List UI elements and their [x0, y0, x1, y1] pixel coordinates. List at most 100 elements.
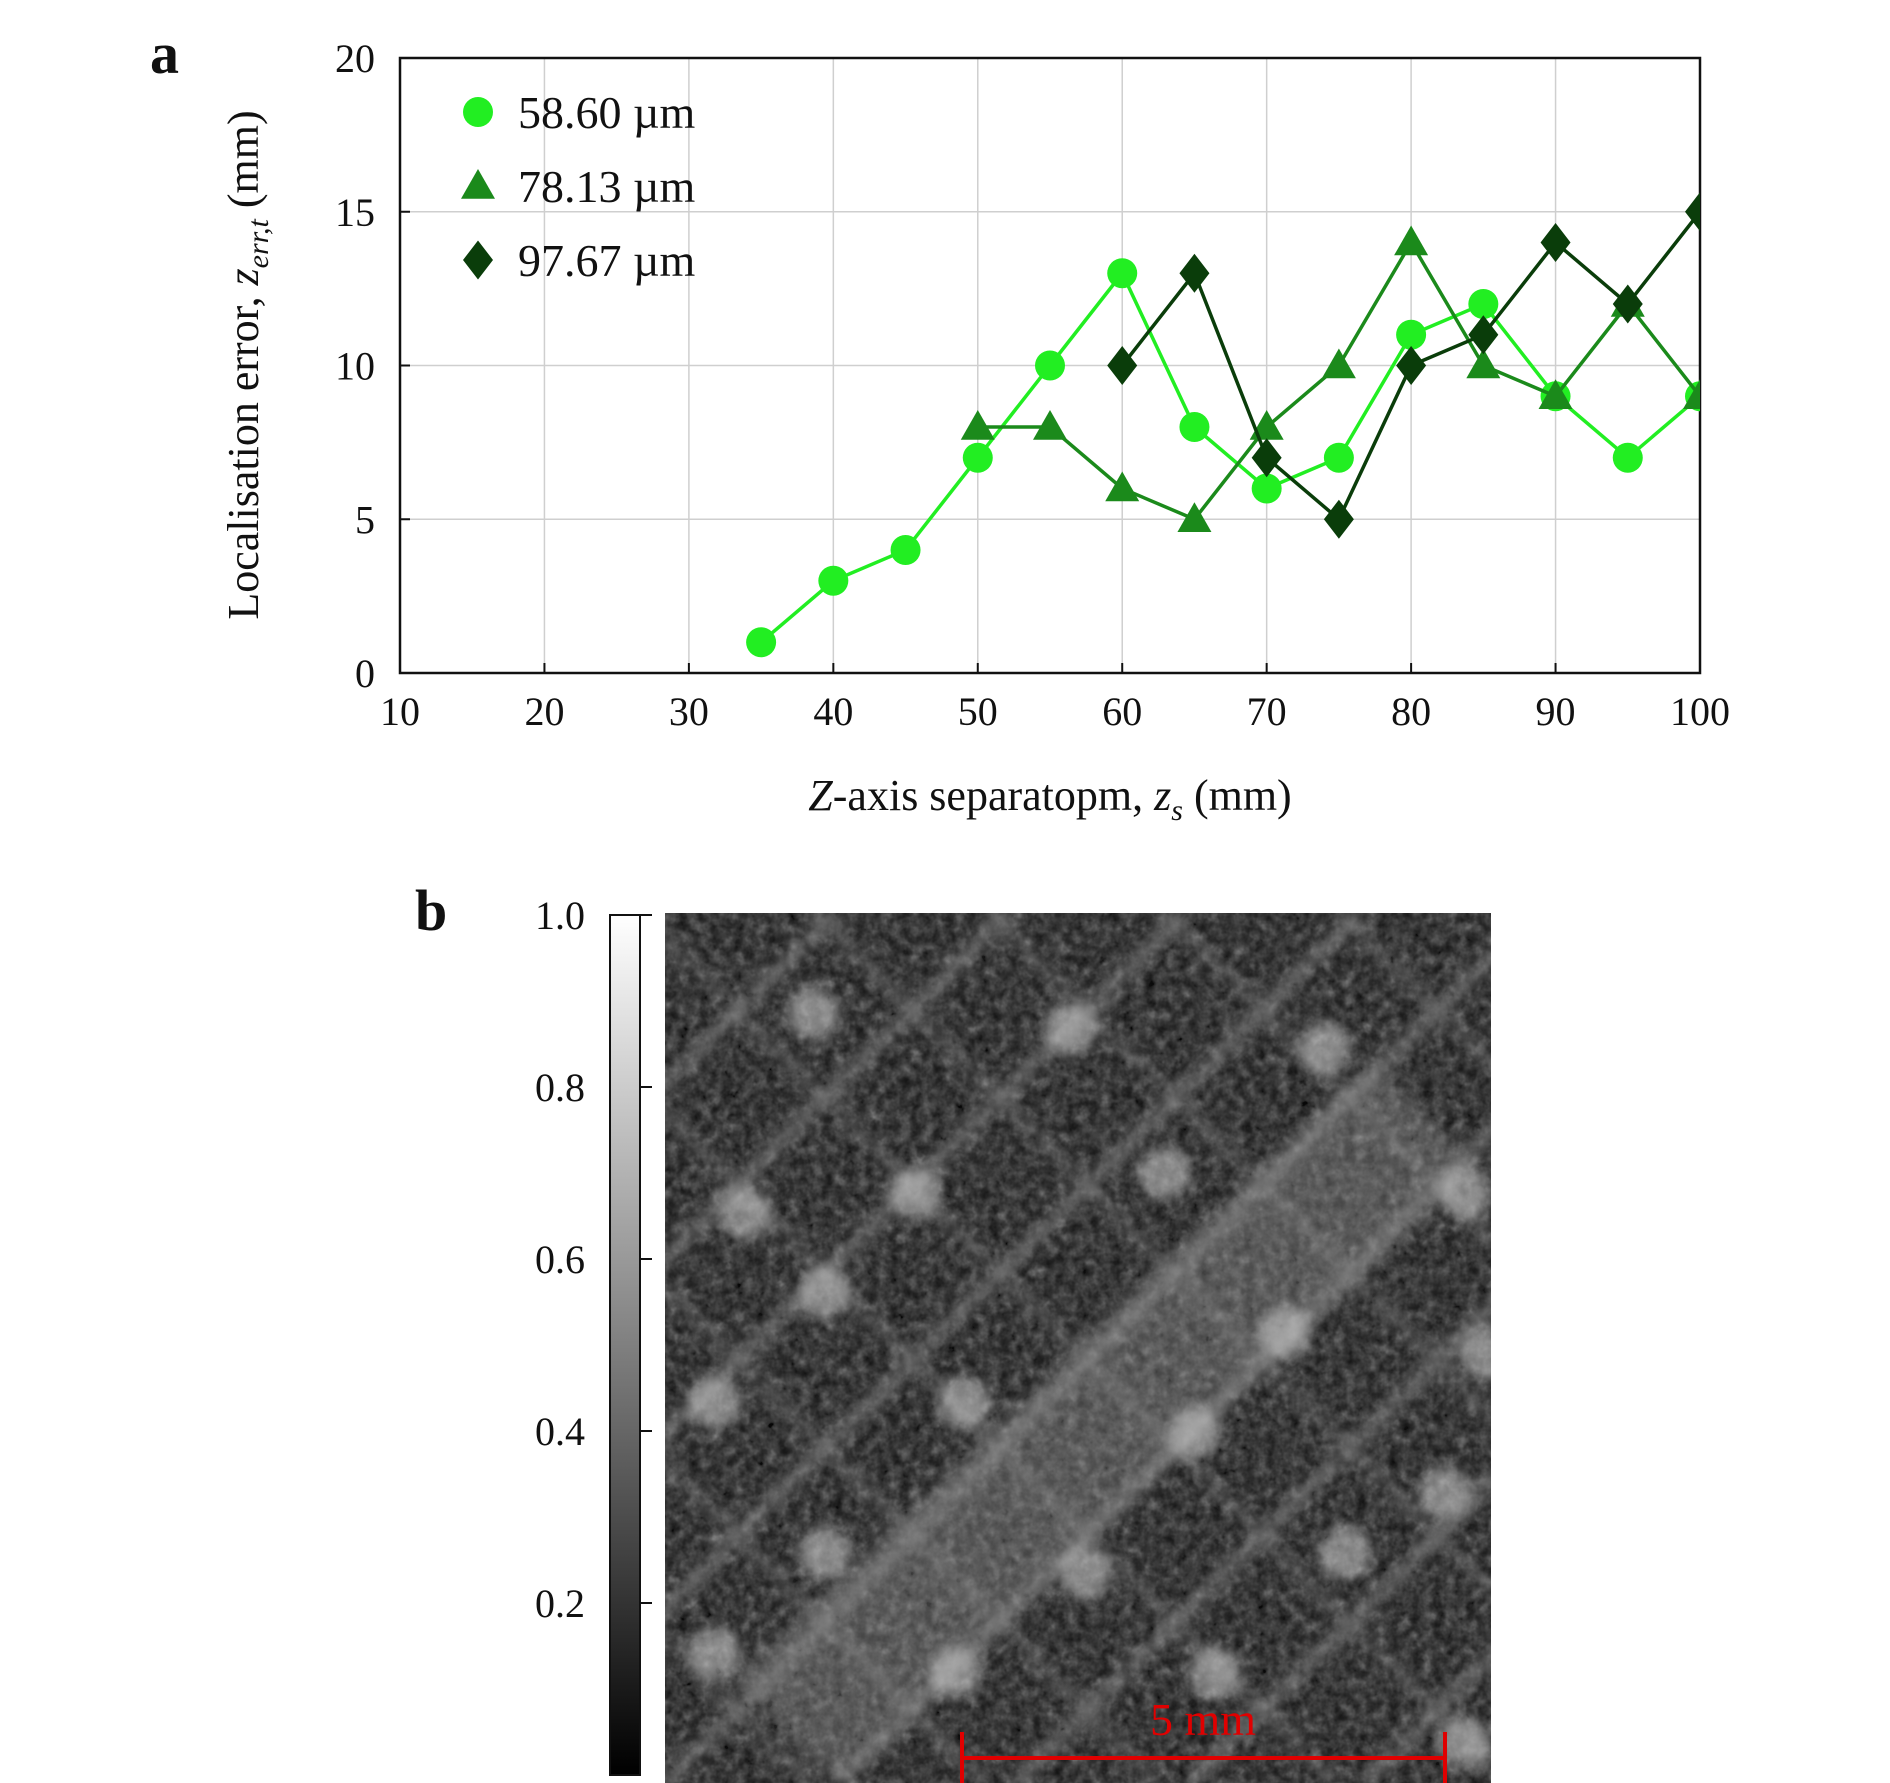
heatmap-ridge — [665, 913, 840, 1093]
legend-label: 78.13 µm — [518, 161, 696, 212]
series-1-point — [1396, 319, 1427, 350]
series-2-point — [1394, 225, 1429, 256]
legend-item: 97.67 µm — [463, 235, 696, 286]
heatmap-ridge — [1865, 913, 1890, 1783]
x-tick-label: 70 — [1247, 689, 1287, 734]
series-3-point — [1179, 253, 1210, 293]
series-2 — [960, 225, 1700, 532]
series-1-point — [1251, 473, 1282, 504]
heatmap-ridge — [665, 913, 1190, 1443]
x-tick-label: 10 — [380, 689, 420, 734]
heatmap-ridge — [0, 913, 460, 1783]
heatmap-ridge — [0, 913, 285, 1783]
heatmap-hotspot — [1439, 1167, 1491, 1219]
series-3-point — [1685, 192, 1700, 232]
y-tick-label: 0 — [355, 651, 375, 696]
colorbar-ticks: 1.0 0.8 0.6 0.4 0.2 — [535, 893, 652, 1626]
series-1-point — [962, 442, 993, 473]
x-axis-title: Z-axis separatopm, zs (mm) — [808, 771, 1291, 827]
series-2-point — [1177, 502, 1212, 532]
x-axis-ticks: 10 20 30 40 50 60 70 80 90 100 — [380, 663, 1730, 734]
heatmap-hotspot — [1459, 1327, 1491, 1379]
series-3-point — [1612, 284, 1643, 324]
heatmap-ridges — [0, 913, 1890, 1783]
x-tick-label: 40 — [813, 689, 853, 734]
heatmap-hotspot — [689, 1377, 741, 1429]
heatmap-ridge — [0, 913, 485, 1783]
heatmap-ridge — [665, 913, 1365, 1618]
series-1 — [746, 258, 1700, 658]
heatmap-hotspot — [1189, 1647, 1241, 1699]
legend-marker — [463, 240, 493, 280]
heatmap-band — [732, 1059, 1478, 1783]
heatmap-hotspot — [889, 1167, 941, 1219]
heatmap-ridge — [0, 913, 660, 1783]
series-1-point — [1468, 289, 1499, 319]
heatmap-hotspot — [799, 1267, 851, 1319]
y-tick-label: 10 — [335, 344, 375, 389]
heatmap-ridge — [665, 1104, 1340, 1783]
legend-label: 97.67 µm — [518, 235, 696, 286]
panel-b-letter: b — [415, 878, 447, 943]
series-3-point — [1251, 438, 1282, 478]
series-group — [746, 192, 1700, 658]
heatmap-ridge — [1540, 913, 1890, 1783]
heatmap-ridge — [1690, 913, 1890, 1783]
series-3-point — [1396, 346, 1427, 385]
x-tick-label: 90 — [1536, 689, 1576, 734]
series-2-point — [1105, 471, 1140, 502]
x-tick-label: 30 — [669, 689, 709, 734]
series-1-point — [818, 565, 849, 596]
x-tick-label: 20 — [524, 689, 564, 734]
series-2-line — [977, 239, 1700, 522]
series-1-point — [1612, 442, 1643, 473]
y-tick-label: 20 — [335, 36, 375, 81]
y-axis-title: Localisation error, zerr,t (mm) — [219, 110, 275, 619]
heatmap-hotspot — [929, 1647, 981, 1699]
heatmap-hotspot — [1139, 1147, 1191, 1199]
colorbar — [609, 914, 641, 1776]
heatmap-image — [0, 913, 1890, 1783]
colorbar-tick-label: 0.2 — [535, 1581, 585, 1626]
panel-a-letter: a — [150, 21, 179, 86]
heatmap-hotspot — [689, 1627, 741, 1679]
y-tick-label: 5 — [355, 497, 375, 542]
heatmap-hotspot — [1169, 1407, 1221, 1459]
colorbar-tick-label: 0.6 — [535, 1237, 585, 1282]
legend-marker — [461, 169, 495, 199]
series-1-point — [1107, 258, 1138, 289]
legend-item: 58.60 µm — [463, 87, 696, 138]
heatmap-hotspot — [719, 1187, 771, 1239]
series-3-point — [1107, 346, 1138, 385]
heatmap-ridge — [665, 1279, 1165, 1783]
scale-bar-label: 5 mm — [1150, 1694, 1256, 1745]
heatmap-ridge — [1515, 913, 1890, 1783]
series-3 — [1107, 192, 1700, 539]
series-3-point — [1540, 223, 1571, 262]
panel-a-line-chart: a 10 20 30 40 50 60 70 80 90 100 0 5 10 15 20 58.60 µ… — [150, 21, 1730, 827]
heatmap-hotspots — [689, 987, 1491, 1769]
heatmap-ridge — [1715, 913, 1890, 1783]
x-tick-label: 100 — [1670, 689, 1730, 734]
legend: 58.60 µm 78.13 µm 97.67 µm — [461, 87, 696, 286]
series-1-line — [759, 269, 1700, 644]
legend-item: 78.13 µm — [461, 161, 696, 212]
y-tick-label: 15 — [335, 190, 375, 235]
heatmap-hotspot — [1439, 1717, 1491, 1769]
heatmap-hotspot — [1059, 1547, 1111, 1599]
y-axis-ticks: 0 5 10 15 20 — [335, 36, 410, 696]
colorbar-tick-label: 0.8 — [535, 1065, 585, 1110]
panel-b-heatmap: b 1.0 0.8 0.6 0.4 0.2 5 mm — [0, 878, 1890, 1783]
scale-bar: 5 mm — [960, 1694, 1447, 1783]
series-1-point — [1179, 412, 1210, 442]
series-3-point — [1468, 315, 1499, 355]
colorbar-tick-label: 1.0 — [535, 893, 585, 938]
series-2-point — [1538, 379, 1573, 409]
series-2-point — [1033, 410, 1067, 440]
series-1-point — [1035, 350, 1065, 381]
heatmap-ridge — [1010, 1297, 1491, 1783]
series-1-point — [746, 627, 777, 658]
heatmap-hotspot — [1319, 1527, 1371, 1579]
heatmap-hotspot — [1419, 1467, 1471, 1519]
x-tick-label: 80 — [1391, 689, 1431, 734]
